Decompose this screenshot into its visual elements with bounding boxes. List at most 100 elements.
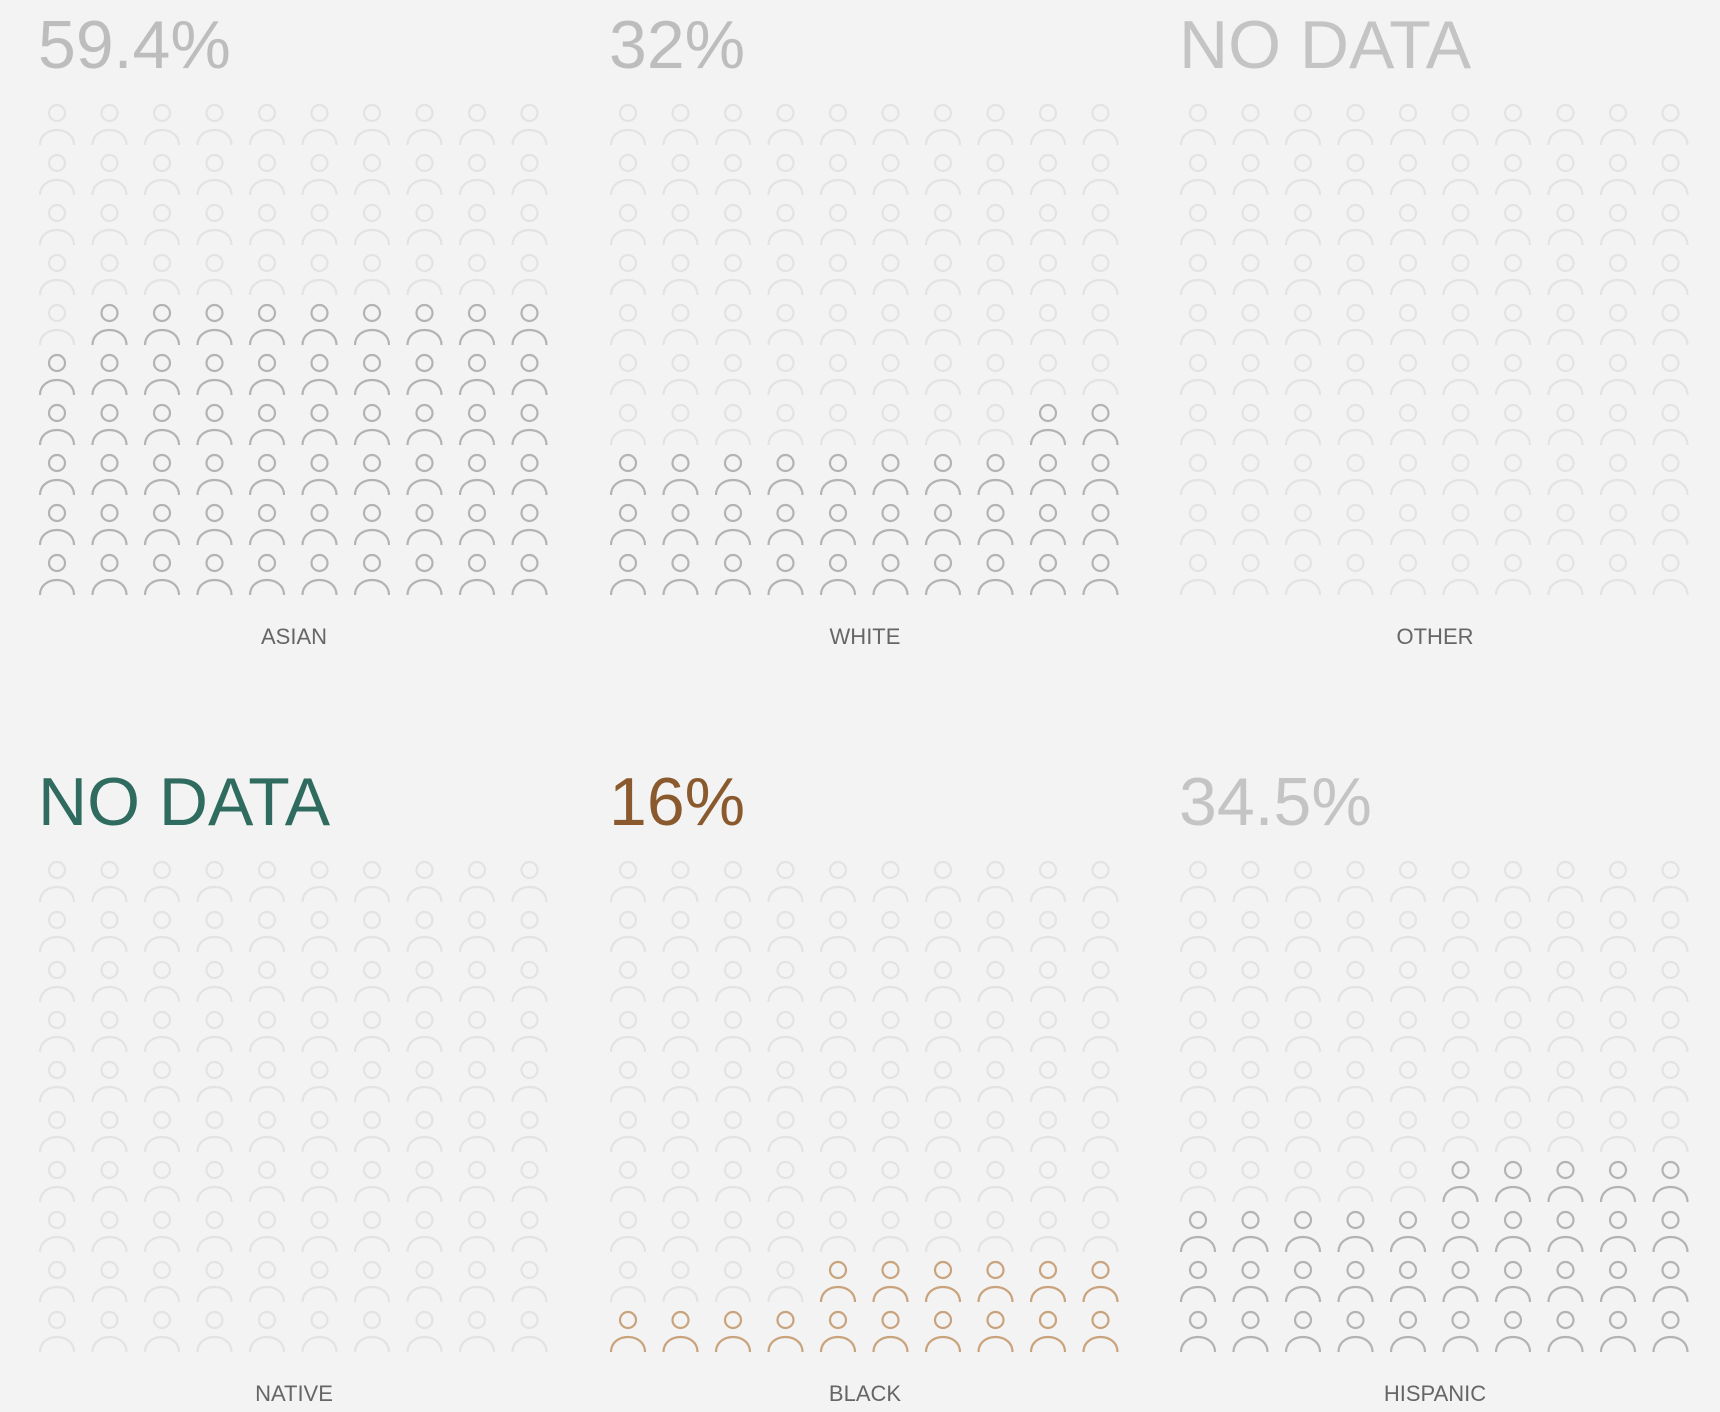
icon-body <box>38 529 76 546</box>
person-icon <box>1442 1210 1479 1253</box>
icon-body <box>143 229 181 246</box>
icon-head <box>1451 1110 1470 1130</box>
icon-body <box>1389 229 1427 246</box>
icon-body <box>1652 529 1689 546</box>
icon-body <box>458 1186 496 1203</box>
person-icon <box>301 253 338 296</box>
icon-body <box>458 986 496 1003</box>
icon-body <box>714 179 752 196</box>
icon-body <box>819 129 857 146</box>
icon-head <box>205 203 224 223</box>
icon-head <box>415 860 434 880</box>
icon-head <box>618 553 638 573</box>
person-icon <box>1389 960 1427 1003</box>
person-icon <box>872 1210 909 1253</box>
icon-body <box>353 579 391 596</box>
icon-head <box>671 960 690 980</box>
icon-body <box>301 579 338 596</box>
icon-body <box>196 1036 233 1053</box>
person-icon <box>767 1310 804 1353</box>
icon-body <box>1652 579 1689 596</box>
icon-body <box>924 129 962 146</box>
person-icon <box>1652 1210 1689 1253</box>
icon-body <box>714 279 752 296</box>
person-icon <box>1179 1010 1217 1053</box>
icon-body <box>38 1186 76 1203</box>
person-icon <box>1389 203 1427 246</box>
icon-body <box>1547 379 1584 396</box>
person-icon <box>977 403 1014 446</box>
person-icon <box>91 103 128 146</box>
icon-head <box>1451 503 1470 523</box>
icon-body <box>819 229 857 246</box>
icon-head <box>310 353 329 373</box>
icon-head <box>205 403 224 423</box>
icon-head <box>520 253 539 273</box>
icon-body <box>1082 279 1119 296</box>
icon-head <box>310 403 329 423</box>
icon-body <box>406 1086 443 1103</box>
person-icon <box>196 353 233 396</box>
icon-body <box>248 1186 286 1203</box>
person-icon <box>1337 960 1374 1003</box>
icon-body <box>353 1236 391 1253</box>
icon-body <box>301 886 338 903</box>
icon-head <box>1398 1260 1418 1280</box>
icon-body <box>714 1086 752 1103</box>
icon-head <box>362 1160 382 1180</box>
icon-head <box>671 203 690 223</box>
icon-head <box>1346 103 1365 123</box>
person-icon <box>353 1160 391 1203</box>
person-icon <box>458 860 496 903</box>
icon-head <box>100 503 119 523</box>
icon-body <box>196 329 233 346</box>
icon-head <box>881 153 900 173</box>
icon-body <box>248 1286 286 1303</box>
icon-body <box>1179 179 1217 196</box>
person-icon <box>1082 1060 1119 1103</box>
person-icon <box>819 153 857 196</box>
icon-body <box>1599 886 1637 903</box>
icon-head <box>205 253 224 273</box>
person-icon <box>924 860 962 903</box>
icon-body <box>1494 129 1532 146</box>
icon-body <box>1599 986 1637 1003</box>
icon-body <box>1232 579 1269 596</box>
icon-head <box>1241 1160 1260 1180</box>
person-icon <box>196 1310 233 1353</box>
icon-head <box>776 203 795 223</box>
icon-body <box>1494 1186 1532 1203</box>
icon-head <box>47 910 67 930</box>
icon-head <box>257 353 277 373</box>
icon-head <box>1293 1010 1313 1030</box>
person-icon <box>143 1210 181 1253</box>
icon-head <box>257 1060 277 1080</box>
person-icon <box>1652 553 1689 596</box>
icon-head <box>986 203 1005 223</box>
icon-head <box>1091 1310 1110 1330</box>
icon-head <box>1451 553 1470 573</box>
icon-body <box>1442 179 1479 196</box>
person-icon <box>819 910 857 953</box>
icon-body <box>767 1186 804 1203</box>
icon-head <box>152 103 172 123</box>
icon-head <box>881 1010 900 1030</box>
icon-body <box>1284 379 1322 396</box>
icon-head <box>828 1210 848 1230</box>
person-icon <box>301 1060 338 1103</box>
icon-head <box>415 1160 434 1180</box>
icon-head <box>467 253 487 273</box>
person-icon <box>1599 253 1637 296</box>
icon-body <box>1082 529 1119 546</box>
person-icon <box>353 503 391 546</box>
icon-body <box>1599 479 1637 496</box>
icon-body <box>977 1036 1014 1053</box>
icon-body <box>38 579 76 596</box>
icon-head <box>671 1160 690 1180</box>
icon-head <box>362 860 382 880</box>
person-icon <box>458 353 496 396</box>
icon-body <box>143 529 181 546</box>
icon-body <box>1599 129 1637 146</box>
icon-body <box>406 129 443 146</box>
icon-body <box>924 986 962 1003</box>
